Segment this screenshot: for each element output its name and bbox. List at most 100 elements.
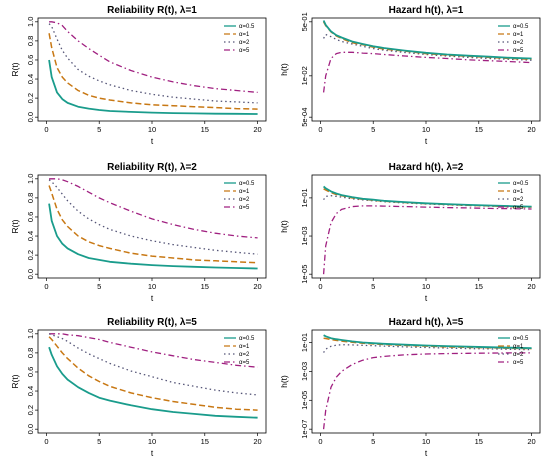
x-tick-label: 15 [201,282,209,291]
y-tick-label: 0.8 [26,193,35,203]
series-line [323,334,532,349]
legend-label: α=0.5 [513,24,529,30]
panel-4: Hazard h(t), λ=2 0 5 10 15 20 1e-05 1e-03 1e-01 t… [279,162,541,303]
x-axis-label: t [151,136,154,146]
x-tick-label: 20 [527,125,535,134]
x-axis-label: t [425,136,428,146]
x-tick-label: 0 [44,437,48,446]
series-line [322,352,532,430]
x-tick-label: 20 [527,437,535,446]
x-tick-label: 15 [201,437,209,446]
legend-label: α=5 [239,48,250,54]
x-axis-label: t [425,448,428,458]
legend-label: α=0.5 [513,181,529,187]
x-tick-label: 20 [253,437,261,446]
y-tick-label: 0.8 [26,36,35,46]
series-line [49,21,258,94]
y-tick-label: 0.2 [26,405,35,415]
series-line [48,23,258,104]
x-tick-label: 15 [475,437,483,446]
plot-frame [311,174,541,279]
panel-3: Reliability R(t), λ=2 0 5 10 15 20 0.0 0.2 0.4 0.… [10,162,267,303]
legend-label: α=5 [513,205,524,211]
y-axis-label: h(t) [279,375,289,388]
y-tick-label: 0.6 [26,212,35,222]
x-tick-label: 0 [44,125,48,134]
series-line [48,33,258,110]
y-tick-label: 1e-01 [300,188,309,207]
x-tick-label: 0 [318,437,322,446]
legend-label: α=2 [239,197,250,203]
plot-frame [37,329,267,434]
panel-6: Hazard h(t), λ=5 0 5 10 15 20 1e-07 1e-05 1e-03 1… [279,317,541,458]
y-tick-label: 0.2 [26,93,35,103]
series-line [323,33,532,61]
x-tick-label: 5 [97,282,101,291]
y-tick-label: 0.0 [26,269,35,279]
y-tick-label: 0.0 [26,424,35,434]
panel-title: Reliability R(t), λ=5 [107,317,197,328]
y-tick-label: 1e-07 [300,420,309,439]
panel-title: Reliability R(t), λ=1 [107,5,197,16]
y-axis-label: R(t) [10,374,20,388]
x-tick-label: 20 [253,282,261,291]
series-line [322,20,532,60]
legend-label: α=0.5 [239,336,255,342]
legend-label: α=1 [513,189,524,195]
y-tick-label: 1.0 [26,17,35,27]
series-line [322,185,532,208]
panel-title: Hazard h(t), λ=5 [389,317,464,328]
x-tick-label: 5 [371,282,375,291]
series-line [323,344,532,353]
y-axis-label: R(t) [10,219,20,233]
legend-label: α=2 [239,352,250,358]
series-line [49,333,258,368]
panel-1: Reliability R(t), λ=1 0 5 10 15 20 0.0 0.2 0.4 0.… [10,5,267,146]
legend-label: α=1 [239,32,250,38]
y-tick-label: 1.0 [26,174,35,184]
x-tick-label: 15 [201,125,209,134]
x-tick-label: 5 [97,125,101,134]
legend-label: α=5 [513,48,524,54]
series-line [48,336,258,411]
y-axis-label: h(t) [279,220,289,233]
y-tick-label: 5e-01 [300,12,309,31]
x-tick-label: 10 [422,282,430,291]
x-tick-label: 10 [422,125,430,134]
y-axis-label: R(t) [10,62,20,76]
x-tick-label: 15 [475,125,483,134]
y-axis-label: h(t) [279,63,289,76]
x-tick-label: 15 [475,282,483,291]
panel-title: Reliability R(t), λ=2 [107,162,197,173]
panel-title: Hazard h(t), λ=1 [389,5,464,16]
legend-label: α=1 [513,344,524,350]
y-tick-label: 1e-03 [300,226,309,245]
x-tick-label: 0 [318,125,322,134]
y-tick-label: 1.0 [26,329,35,339]
y-tick-label: 0.6 [26,367,35,377]
series-line [48,179,258,255]
x-tick-label: 20 [253,125,261,134]
plot-frame [37,17,267,122]
legend-label: α=2 [513,197,524,203]
series-line [48,203,258,270]
legend-label: α=5 [239,205,250,211]
series-line [48,59,258,115]
legend-label: α=5 [239,360,250,366]
y-tick-label: 0.0 [26,112,35,122]
series-line [322,51,532,93]
y-tick-label: 1e-05 [300,265,309,284]
x-axis-label: t [425,293,428,303]
series-line [48,346,258,419]
y-tick-label: 0.6 [26,55,35,65]
series-line [322,205,532,275]
legend-label: α=0.5 [239,181,255,187]
legend-label: α=1 [239,189,250,195]
series-line [49,178,258,239]
y-tick-label: 5e-04 [300,108,309,127]
x-tick-label: 0 [44,282,48,291]
panel-2: Hazard h(t), λ=1 0 5 10 15 20 5e-04 1e-02 5e-01 t… [279,5,541,146]
x-tick-label: 5 [371,437,375,446]
x-tick-label: 10 [422,437,430,446]
